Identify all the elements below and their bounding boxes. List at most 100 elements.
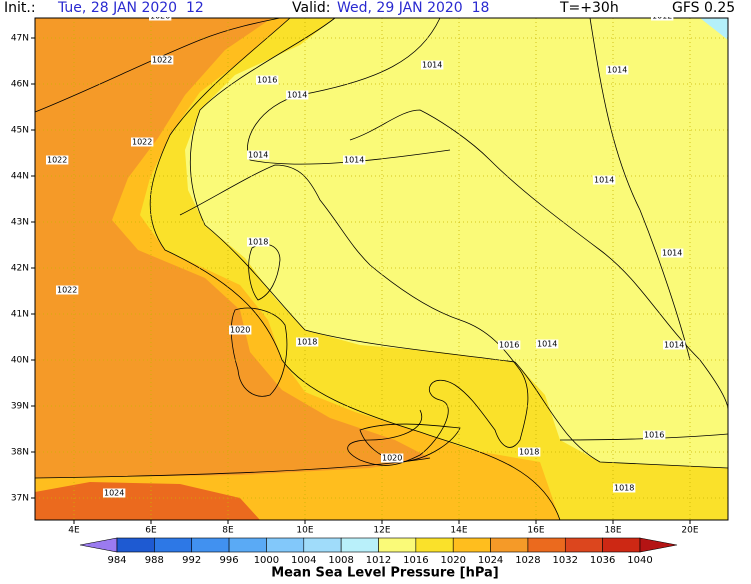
colorbar-label: 1012 — [366, 555, 391, 566]
colorbar-box — [490, 537, 529, 553]
contour-label-box — [286, 90, 309, 100]
lon-label: 18E — [604, 526, 621, 536]
contour-label: 1022 — [132, 138, 152, 147]
isobar — [189, 17, 729, 469]
contour-label-box — [663, 340, 686, 350]
colorbar-title: Mean Sea Level Pressure [hPa] — [271, 566, 499, 581]
contour-label: 1020 — [230, 326, 250, 335]
contour-label-box — [498, 340, 521, 350]
header-bg — [0, 0, 751, 17]
isobar — [149, 17, 561, 521]
lat-label: 47N — [11, 34, 29, 44]
contour-labels: 1020 1022 1016 1014 1014 1014 1012 1022 … — [46, 11, 686, 498]
lat-label: 39N — [11, 402, 29, 412]
contour-label: 1014 — [248, 151, 268, 160]
init-label: Init.: — [4, 0, 36, 16]
forecast-hour: T=+30h — [559, 0, 619, 16]
contour-label: 1022 — [47, 156, 67, 165]
contour-label: 1016 — [644, 431, 664, 440]
coast — [179, 164, 529, 466]
contour-label: 1014 — [664, 341, 684, 350]
valid-label: Valid: — [292, 0, 330, 16]
colorbar-label: 1040 — [627, 555, 652, 566]
contour-label-box — [247, 237, 270, 247]
contour-label: 1014 — [287, 91, 307, 100]
band-1020-1024 — [35, 18, 430, 478]
lon-label: 14E — [450, 526, 467, 536]
contour-label-box — [593, 175, 616, 185]
colorbar-label: 1000 — [254, 555, 279, 566]
contour-label-box — [247, 150, 270, 160]
colorbar-label: 1004 — [291, 555, 316, 566]
lon-label: 8E — [222, 526, 234, 536]
lat-label: 42N — [11, 264, 29, 274]
colorbar-label: 996 — [220, 555, 239, 566]
band-1024-1028 — [35, 482, 260, 520]
contour-label: 1018 — [614, 484, 634, 493]
contour-label-box — [103, 488, 126, 498]
contour-label-box — [296, 337, 319, 347]
colorbar-label: 1036 — [590, 555, 615, 566]
colorbar-label: 1028 — [515, 555, 540, 566]
init-value: Tue, 28 JAN 2020 12 — [57, 0, 204, 16]
colorbar: Mean Sea Level Pressure [hPa] 984 988 992 9… — [79, 537, 678, 581]
lon-label: 10E — [296, 526, 313, 536]
contour-label-box — [613, 483, 636, 493]
model-name: GFS 0.25 — [672, 0, 735, 16]
axis-labels: 47N 46N 45N 44N 43N 42N 41N 40N 39N 38N 37N 4E 6E 8E 1… — [11, 34, 699, 536]
contour-label-box — [229, 325, 252, 335]
contour-label: 1016 — [499, 341, 519, 350]
colorbar-box — [527, 537, 566, 553]
contour-label-box — [256, 75, 279, 85]
contour-label: 1018 — [297, 338, 317, 347]
colorbar-label: 1016 — [403, 555, 428, 566]
contour-label-box — [606, 65, 629, 75]
lat-label: 37N — [11, 494, 29, 504]
island — [230, 307, 288, 397]
contour-label: 1014 — [607, 66, 627, 75]
contour-label-box — [661, 248, 684, 258]
header: Init.: Tue, 28 JAN 2020 12 Valid: Wed, 2… — [0, 0, 751, 17]
contour-label: 1016 — [257, 76, 277, 85]
colorbar-label: 1032 — [553, 555, 578, 566]
isobar — [589, 17, 691, 361]
contour-label: 1014 — [537, 340, 557, 349]
contour-label: 1020 — [382, 454, 402, 463]
contour-label-box — [151, 55, 174, 65]
contour-label-box — [643, 430, 666, 440]
contour-label: 1014 — [662, 249, 682, 258]
contour-label: 1014 — [422, 61, 442, 70]
contour-label-box — [343, 155, 366, 165]
colorbar-label: 992 — [182, 555, 201, 566]
colorbar-label: 988 — [145, 555, 164, 566]
lat-label: 43N — [11, 218, 29, 228]
colorbar-box — [602, 537, 641, 553]
contour-label-box — [56, 285, 79, 295]
contour-label: 1024 — [104, 489, 124, 498]
lat-label: 38N — [11, 448, 29, 458]
contour-label-box — [518, 447, 541, 457]
contour-label-box — [131, 137, 154, 147]
lat-label: 46N — [11, 80, 29, 90]
contour-label: 1022 — [152, 56, 172, 65]
lat-label: 40N — [11, 356, 29, 366]
island — [248, 243, 281, 301]
colorbar-box — [228, 537, 267, 553]
colorbar-label: 984 — [107, 555, 126, 566]
colorbar-label: 1020 — [440, 555, 465, 566]
colorbar-box — [303, 537, 342, 553]
lat-label: 41N — [11, 310, 29, 320]
lon-label: 4E — [68, 526, 80, 536]
coast — [34, 17, 281, 113]
lat-label: 45N — [11, 126, 29, 136]
lon-label: 16E — [527, 526, 544, 536]
contour-label: 1022 — [57, 286, 77, 295]
colorbar-box — [191, 537, 230, 553]
contour-label: 1014 — [594, 176, 614, 185]
pressure-field — [35, 18, 728, 520]
contour-label: 1018 — [519, 448, 539, 457]
valid-value: Wed, 29 JAN 2020 18 — [337, 0, 489, 16]
colorbar-box — [564, 537, 603, 553]
colorbar-box — [154, 537, 193, 553]
